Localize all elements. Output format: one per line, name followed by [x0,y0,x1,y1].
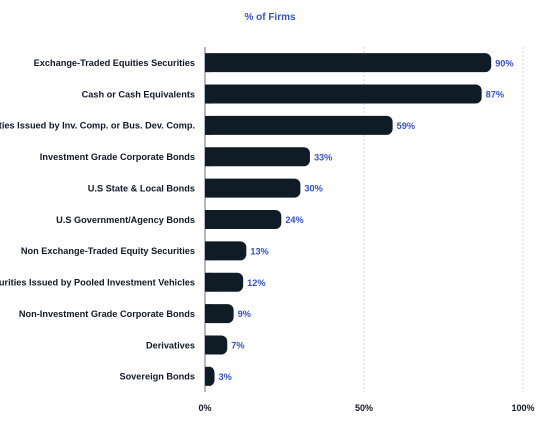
value-label: 59% [397,121,415,131]
value-label: 24% [285,215,303,225]
category-label: Non-Investment Grade Corporate Bonds [19,309,195,319]
value-label: 87% [486,90,504,100]
bar [205,241,247,261]
bar-left-edge [205,115,211,135]
category-label: U.S Government/Agency Bonds [56,215,195,225]
value-label: 9% [238,309,251,319]
value-label: 13% [250,246,268,256]
category-label: Cash or Cash Equivalents [82,89,195,99]
bar-left-edge [205,84,211,104]
bar [205,178,301,198]
bar-left-edge [205,272,211,292]
value-label: 30% [304,184,322,194]
bar-left-edge [205,147,211,167]
bar [205,272,244,292]
bar [205,53,492,73]
category-label: Securities Issued by Inv. Comp. or Bus. … [0,121,195,131]
category-label: Exchange-Traded Equities Securities [34,58,195,68]
bar [205,84,482,104]
value-label: 12% [247,278,265,288]
bar-left-edge [205,178,211,198]
bar-left-edge [205,366,211,386]
bar-left-edge [205,210,211,229]
category-label: U.S State & Local Bonds [88,183,195,193]
bar-left-edge [205,335,211,355]
bar [205,147,310,167]
category-label: Securities Issued by Pooled Investment V… [0,278,195,288]
x-tick-label: 50% [355,403,373,413]
category-label: Non Exchange-Traded Equity Securities [21,246,195,256]
bar-left-edge [205,304,211,324]
category-label: Derivatives [146,340,195,350]
chart-title: % of Firms [244,12,296,23]
value-label: 3% [219,372,232,382]
value-label: 33% [314,152,332,162]
value-label: 7% [231,341,244,351]
category-label: Sovereign Bonds [119,372,195,382]
x-tick-label: 100% [511,403,534,413]
bar-left-edge [205,53,211,73]
value-label: 90% [495,58,513,68]
x-tick-label: 0% [198,403,211,413]
bar [205,304,234,324]
category-label: Investment Grade Corporate Bonds [40,152,195,162]
bar [205,115,393,135]
bar [205,210,282,229]
bars-group: Exchange-Traded Equities Securities 90% Ca… [0,53,514,386]
bar-left-edge [205,241,211,261]
x-axis: 0% 50% 100% [198,403,534,413]
